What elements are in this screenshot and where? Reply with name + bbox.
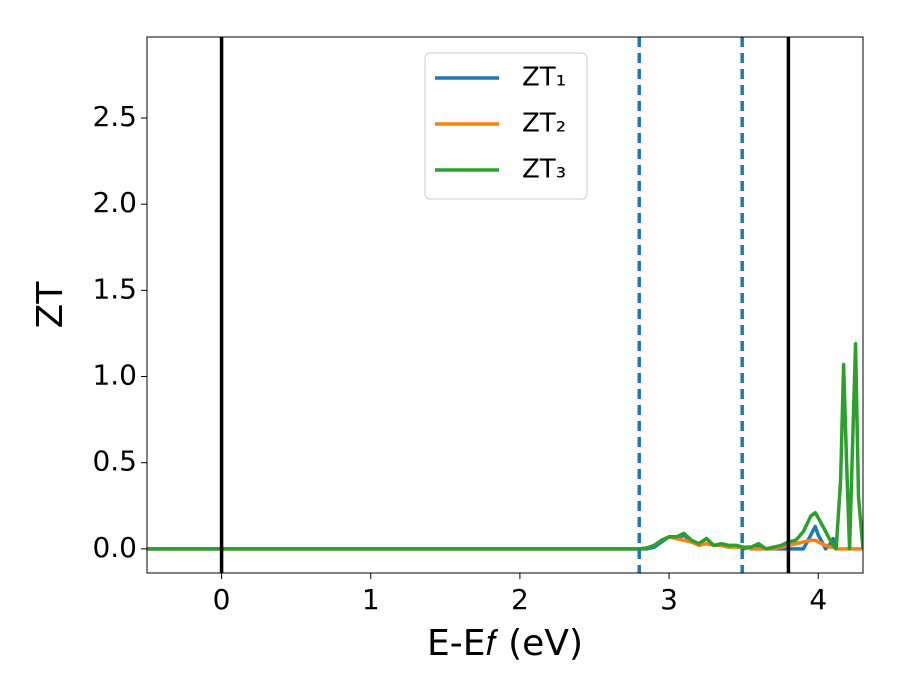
x-tick-label: 1 [362, 583, 380, 616]
legend-label: ZT₃ [522, 155, 566, 185]
y-tick-label: 1.0 [92, 359, 137, 392]
x-axis-label: E-E𝑓 (eV) [427, 623, 583, 664]
plot-area [147, 37, 863, 573]
y-tick-label: 1.5 [92, 272, 137, 305]
y-axis-label: ZT [30, 281, 71, 329]
legend-label: ZT₁ [522, 63, 566, 93]
y-tick-label: 0.0 [92, 531, 137, 564]
y-tick-label: 2.5 [92, 100, 137, 133]
legend-label: ZT₂ [522, 109, 566, 139]
x-tick-label: 0 [213, 583, 231, 616]
series-line [147, 342, 863, 551]
x-tick-label: 2 [511, 583, 529, 616]
x-tick-label: 3 [660, 583, 678, 616]
legend: ZT₁ ZT₂ ZT₃ [424, 52, 588, 200]
legend-box [424, 52, 588, 200]
axes-frame [146, 36, 864, 574]
y-tick-label: 0.5 [92, 445, 137, 478]
y-tick-label: 2.0 [92, 186, 137, 219]
x-tick-label: 4 [809, 583, 827, 616]
